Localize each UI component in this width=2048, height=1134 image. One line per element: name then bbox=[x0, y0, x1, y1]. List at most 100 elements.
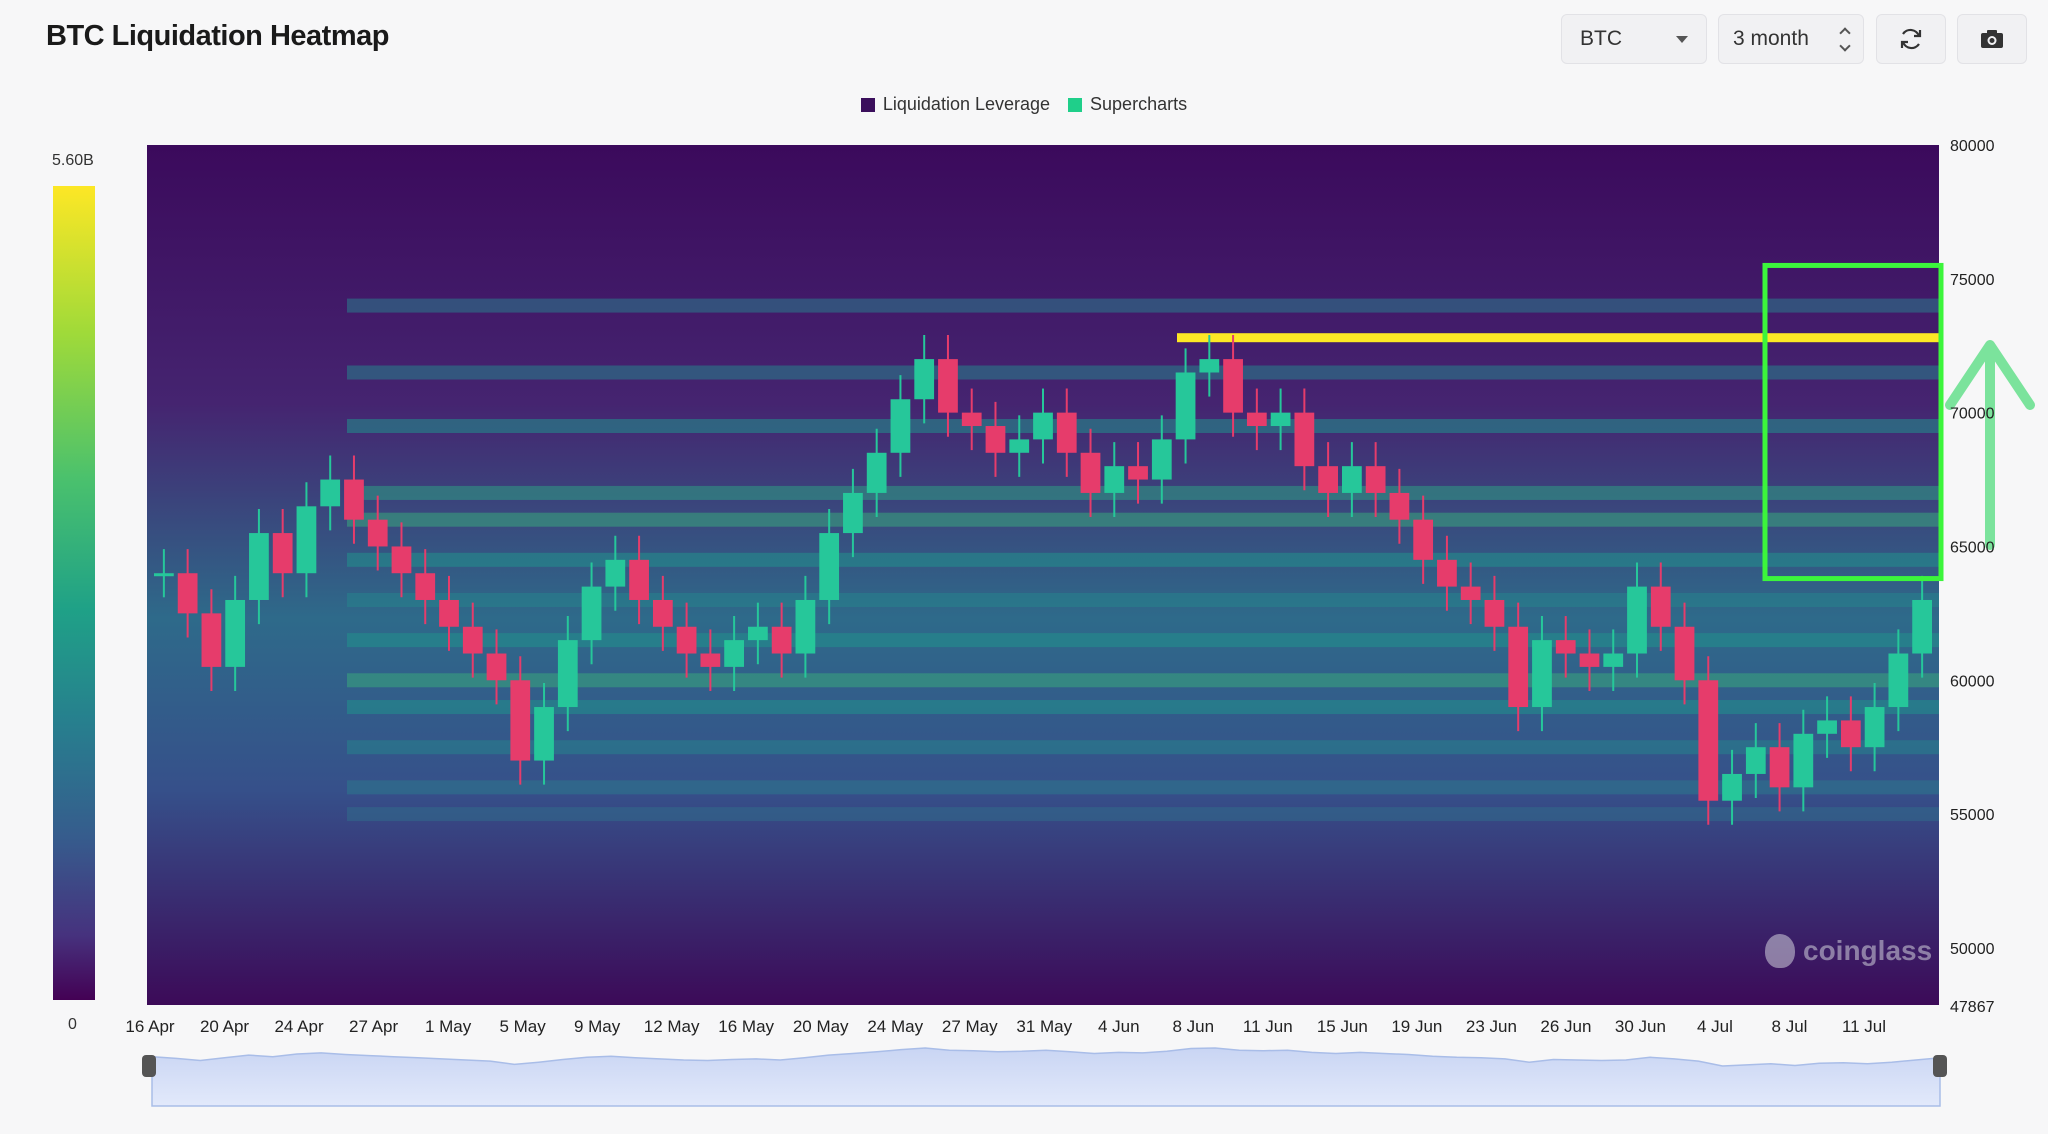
x-tick-label: 9 May bbox=[574, 1017, 621, 1036]
range-navigator[interactable] bbox=[142, 1047, 1947, 1107]
candle-body bbox=[1033, 412, 1053, 440]
x-tick-label: 26 Jun bbox=[1540, 1017, 1591, 1036]
x-tick-label: 23 Jun bbox=[1466, 1017, 1517, 1036]
coin-select[interactable]: BTC bbox=[1561, 14, 1707, 64]
candle-body bbox=[890, 399, 911, 453]
legend-swatch bbox=[860, 97, 875, 112]
candle-body bbox=[1888, 653, 1909, 708]
x-tick-label: 24 Apr bbox=[274, 1017, 323, 1036]
candle-body bbox=[1508, 626, 1529, 708]
candle-body bbox=[866, 452, 887, 493]
candle-body bbox=[1080, 452, 1101, 493]
y-tick-label: 75000 bbox=[1950, 272, 1995, 289]
candle-body bbox=[296, 506, 317, 574]
x-tick-label: 5 May bbox=[499, 1017, 546, 1036]
candle-body bbox=[1294, 412, 1315, 467]
candle-body bbox=[1912, 599, 1932, 654]
candle-body bbox=[1365, 466, 1386, 493]
navigator-handle-right[interactable] bbox=[1933, 1055, 1947, 1077]
candle-body bbox=[1532, 640, 1552, 708]
price-candles bbox=[154, 335, 1932, 825]
candle-body bbox=[1650, 586, 1671, 627]
candle-body bbox=[154, 573, 174, 577]
screenshot-button[interactable] bbox=[1957, 14, 2027, 64]
refresh-button[interactable] bbox=[1876, 14, 1946, 64]
liquidation-band bbox=[347, 592, 1939, 607]
candle-body bbox=[629, 559, 649, 600]
candle-body bbox=[1603, 653, 1624, 667]
liquidation-band bbox=[347, 512, 1939, 527]
y-bottom-label: 47867 bbox=[1950, 999, 1995, 1016]
candle-body bbox=[249, 533, 269, 600]
candle-body bbox=[1745, 747, 1766, 774]
candle-body bbox=[1389, 492, 1410, 520]
candle-body bbox=[700, 653, 721, 667]
x-tick-label: 4 Jul bbox=[1697, 1017, 1733, 1036]
candle-body bbox=[938, 359, 958, 413]
x-tick-label: 8 Jun bbox=[1173, 1017, 1215, 1036]
x-tick-label: 15 Jun bbox=[1317, 1017, 1368, 1036]
x-tick-label: 31 May bbox=[1016, 1017, 1072, 1036]
candle-body bbox=[676, 626, 697, 654]
candle-body bbox=[391, 546, 412, 574]
navigator-area bbox=[151, 1047, 1941, 1107]
liquidation-band bbox=[347, 807, 1939, 822]
liquidation-band bbox=[347, 419, 1939, 434]
plot-area[interactable] bbox=[147, 145, 2035, 1005]
candle-body bbox=[748, 626, 768, 641]
x-tick-label: 20 Apr bbox=[200, 1017, 249, 1036]
x-tick-label: 16 Apr bbox=[125, 1017, 174, 1036]
candle-body bbox=[486, 653, 507, 681]
candle-body bbox=[272, 533, 293, 574]
candle-body bbox=[201, 613, 222, 667]
liquidation-bands bbox=[347, 298, 1939, 822]
y-tick-label: 70000 bbox=[1950, 406, 1995, 423]
candle-body bbox=[724, 640, 744, 667]
candle-body bbox=[510, 680, 531, 761]
y-tick-label: 50000 bbox=[1950, 941, 1995, 958]
candle-body bbox=[1175, 372, 1196, 440]
candle-body bbox=[1674, 626, 1695, 681]
candle-body bbox=[961, 412, 982, 427]
candle-body bbox=[534, 707, 554, 761]
candle-body bbox=[1246, 412, 1267, 427]
candle-body bbox=[1627, 586, 1647, 654]
liquidation-band bbox=[1177, 333, 1939, 343]
candle-body bbox=[1555, 640, 1576, 654]
legend-label: Supercharts bbox=[1090, 94, 1188, 114]
candle-body bbox=[1437, 559, 1457, 587]
candle-body bbox=[1793, 733, 1814, 788]
candle-body bbox=[1413, 519, 1434, 560]
candle-body bbox=[1223, 359, 1243, 413]
liquidation-band bbox=[347, 485, 1939, 500]
x-tick-label: 19 Jun bbox=[1391, 1017, 1442, 1036]
candle-body bbox=[1009, 439, 1030, 453]
liquidation-band bbox=[347, 298, 1939, 313]
legend-item-supercharts[interactable]: Supercharts bbox=[1068, 94, 1187, 115]
y-tick-label: 80000 bbox=[1950, 138, 1995, 155]
candle-body bbox=[605, 559, 626, 587]
coinglass-logo-icon bbox=[1765, 934, 1795, 968]
candle-body bbox=[1128, 466, 1148, 480]
refresh-icon bbox=[1900, 28, 1922, 50]
candle-body bbox=[795, 599, 816, 654]
candle-body bbox=[1342, 466, 1362, 493]
colorbar-max-label: 5.60B bbox=[52, 152, 94, 169]
legend-item-liquidation-leverage[interactable]: Liquidation Leverage bbox=[860, 94, 1051, 115]
candle-body bbox=[843, 492, 863, 534]
x-tick-label: 30 Jun bbox=[1615, 1017, 1666, 1036]
candle-body bbox=[1199, 359, 1220, 373]
range-select-value: 3 month bbox=[1733, 27, 1809, 50]
legend-label: Liquidation Leverage bbox=[882, 94, 1051, 114]
candle-body bbox=[1722, 773, 1742, 801]
candle-body bbox=[1318, 466, 1338, 493]
navigator-handle-left[interactable] bbox=[142, 1055, 156, 1077]
candle-body bbox=[1460, 586, 1481, 600]
candle-body bbox=[914, 359, 935, 400]
x-tick-label: 12 May bbox=[644, 1017, 700, 1036]
heatmap-background bbox=[147, 145, 1939, 1005]
candle-body bbox=[985, 426, 1006, 453]
candle-body bbox=[1864, 707, 1885, 748]
range-select[interactable]: 3 month bbox=[1718, 14, 1864, 64]
